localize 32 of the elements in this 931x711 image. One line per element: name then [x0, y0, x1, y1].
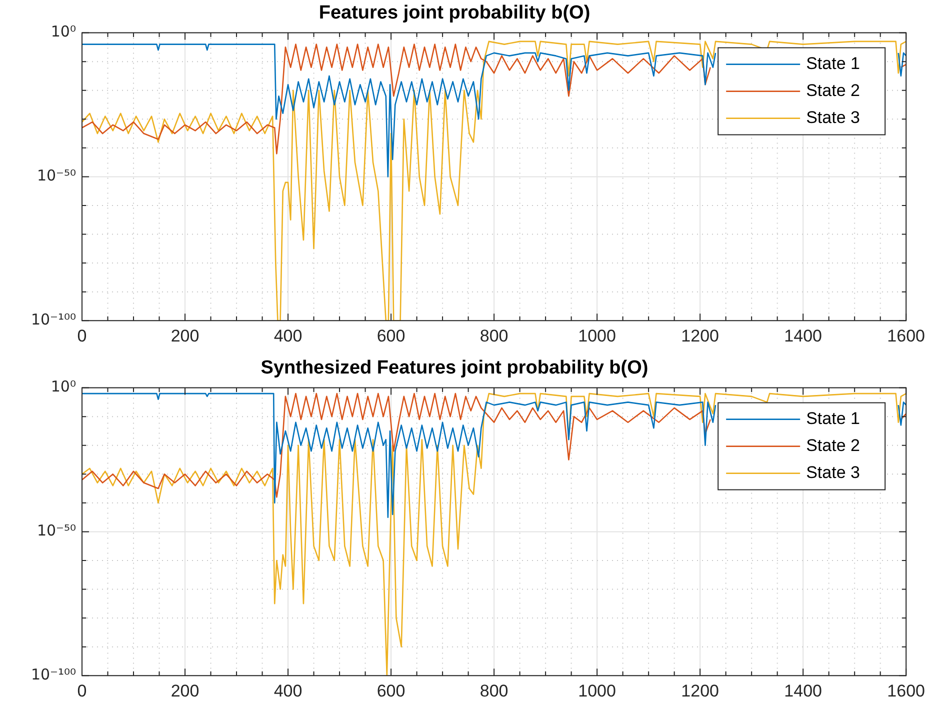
- x-tick-label: 1200: [681, 681, 719, 700]
- legend-label: State 2: [806, 436, 860, 455]
- legend-label: State 2: [806, 80, 860, 100]
- x-tick-label: 400: [274, 326, 302, 346]
- y-tick-label: 10⁻⁵⁰: [36, 166, 76, 185]
- x-tick-label: 1000: [578, 326, 616, 346]
- y-tick-label: 10⁰: [50, 22, 76, 41]
- x-tick-label: 600: [376, 326, 406, 346]
- x-tick-label: 600: [376, 681, 406, 700]
- y-tick-label: 10⁻⁵⁰: [36, 522, 76, 540]
- x-tick-label: 1600: [887, 326, 926, 346]
- x-tick-label: 200: [170, 326, 200, 346]
- x-tick-label: 1200: [681, 326, 719, 346]
- legend-label: State 3: [806, 462, 860, 482]
- legend-label: State 1: [806, 408, 860, 428]
- x-tick-label: 1600: [887, 681, 926, 700]
- x-tick-label: 800: [480, 681, 508, 700]
- chart-title: Features joint probability b(O): [318, 2, 590, 24]
- x-tick-label: 400: [274, 681, 302, 700]
- x-tick-label: 1400: [784, 681, 822, 700]
- y-tick-label: 10⁻¹⁰⁰: [30, 310, 76, 328]
- legend-label: State 3: [806, 108, 860, 127]
- chart-title: Synthesized Features joint probability b(O): [260, 358, 648, 379]
- y-tick-label: 10⁰: [50, 378, 76, 396]
- x-tick-label: 0: [77, 326, 87, 346]
- y-tick-label: 10⁻¹⁰⁰: [30, 665, 76, 684]
- x-tick-label: 800: [480, 326, 508, 346]
- x-tick-label: 1400: [784, 326, 822, 346]
- x-tick-label: 1000: [578, 681, 616, 700]
- x-tick-label: 0: [77, 681, 87, 700]
- x-tick-label: 200: [170, 681, 200, 700]
- legend-label: State 1: [806, 54, 860, 73]
